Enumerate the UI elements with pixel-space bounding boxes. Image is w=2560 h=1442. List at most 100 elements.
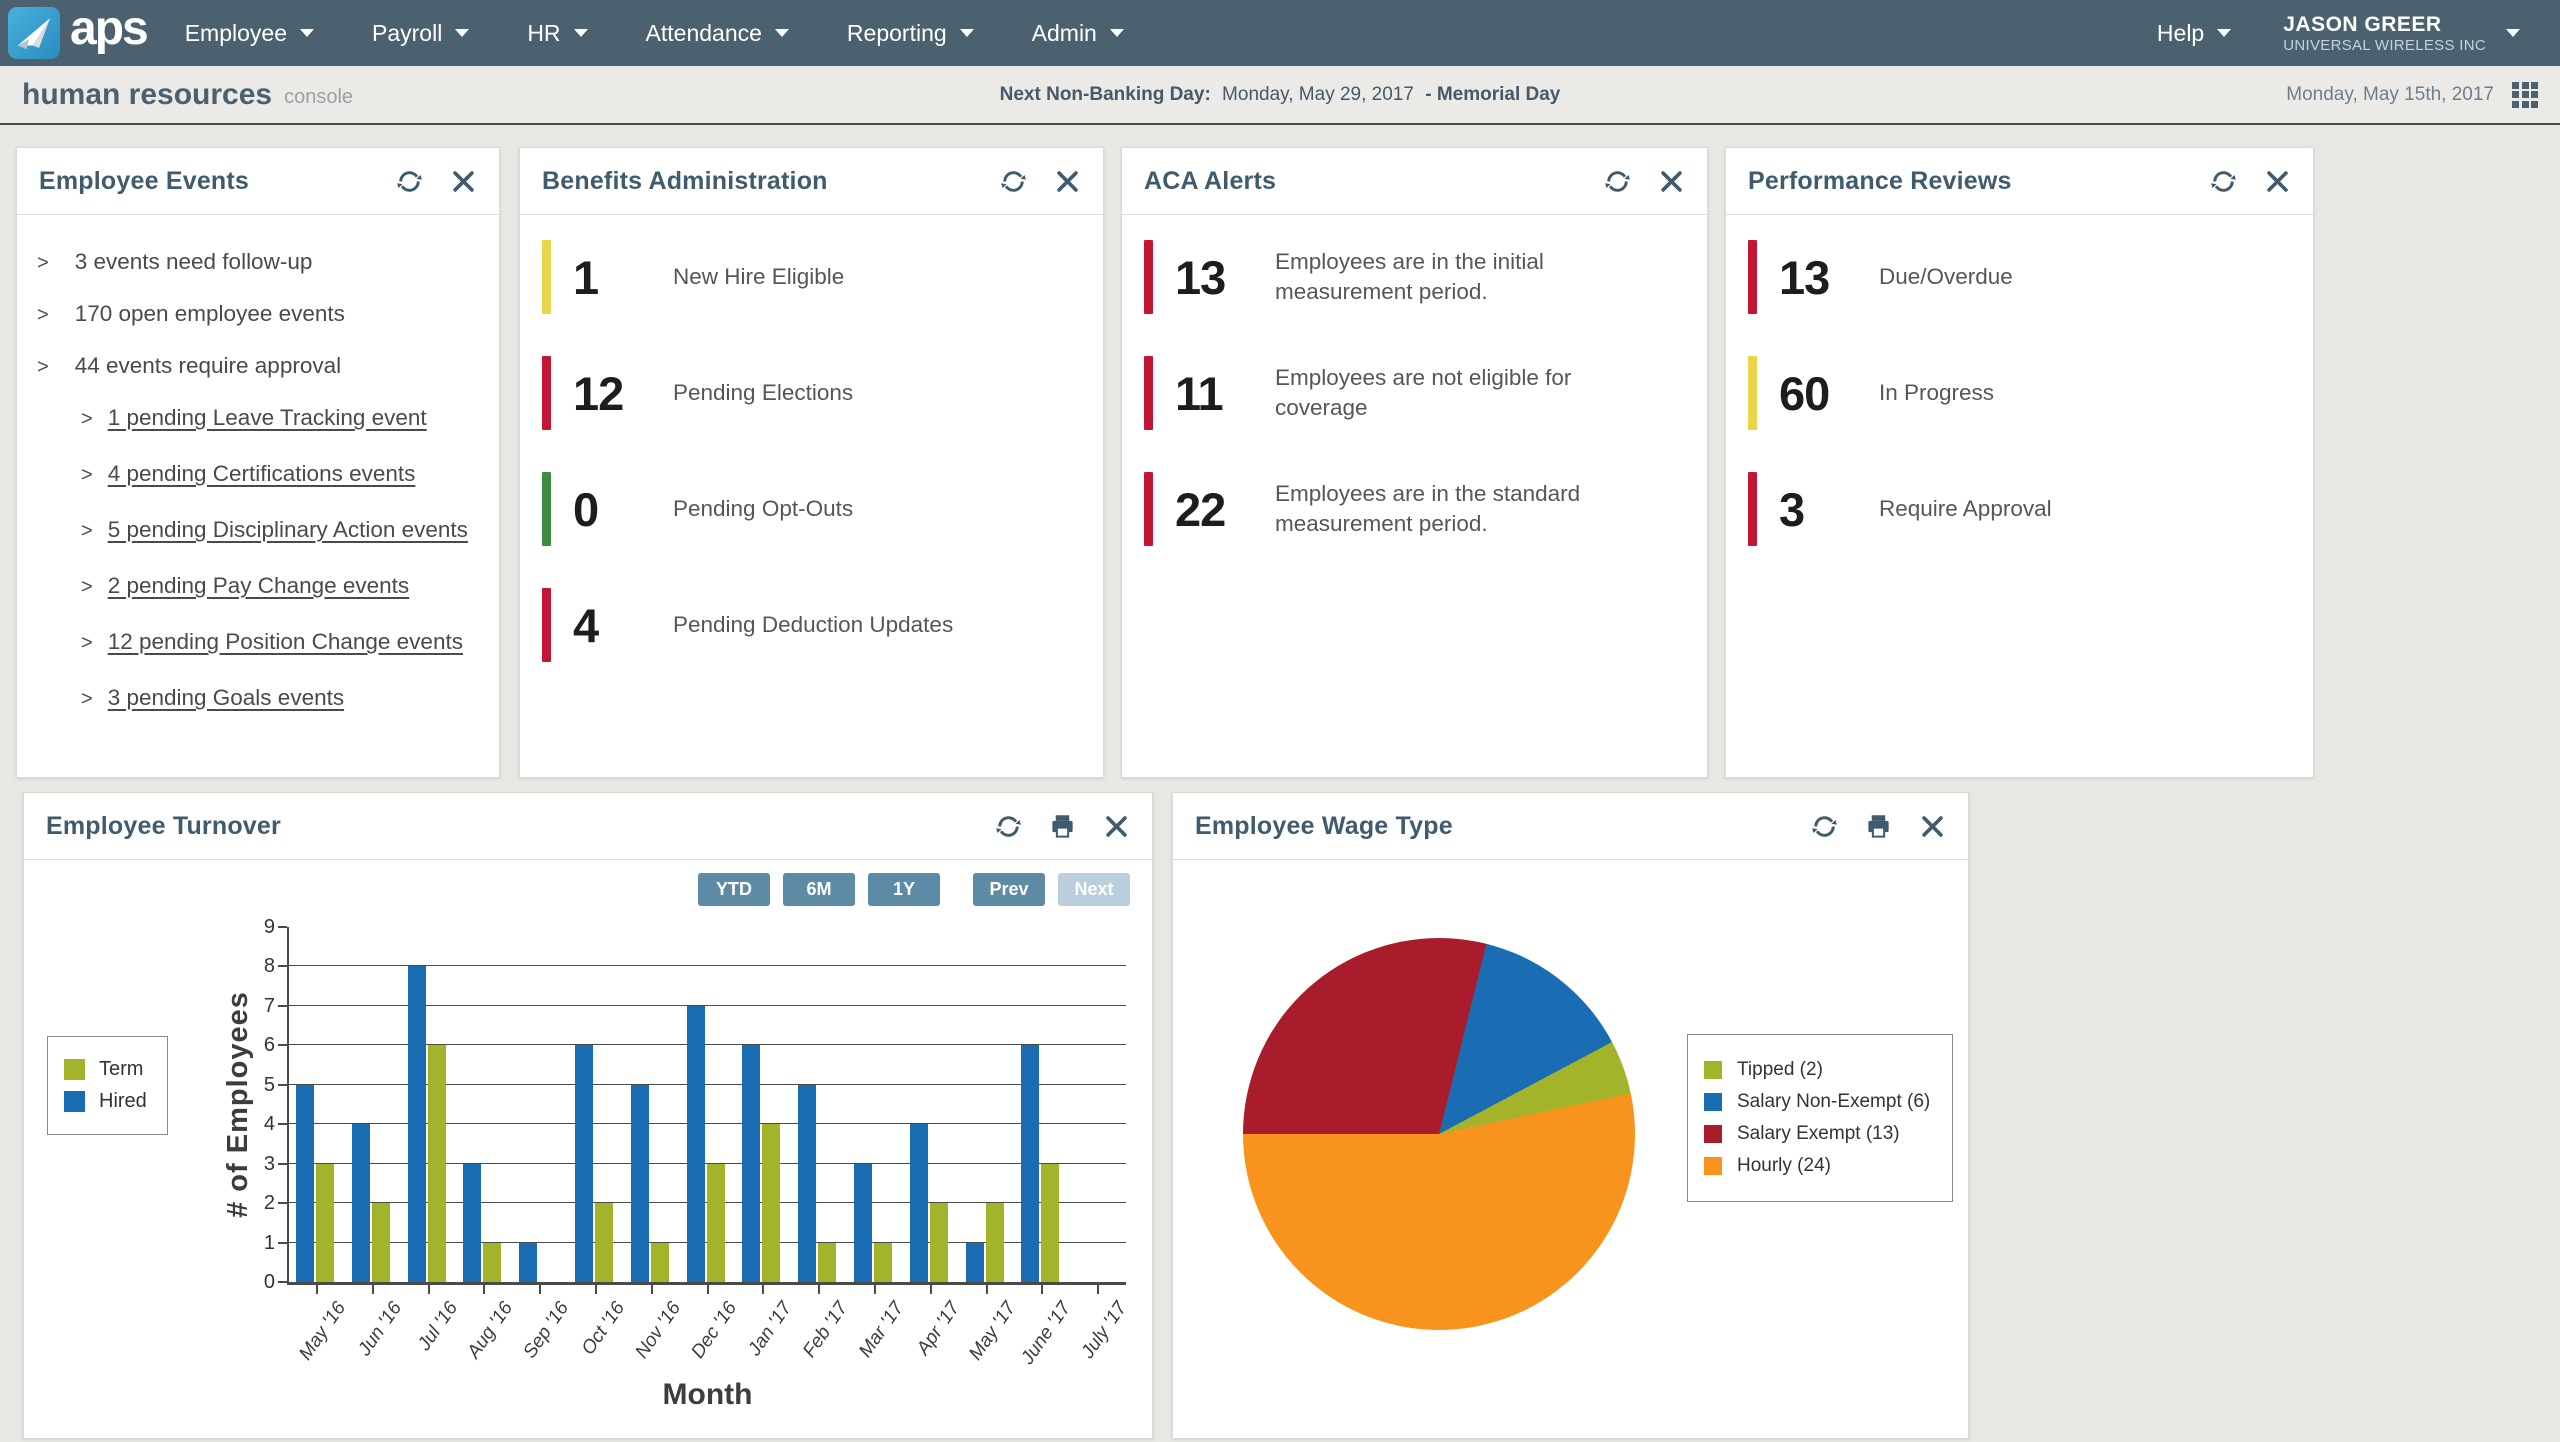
x-tick-mark bbox=[539, 1285, 542, 1294]
card-performance-reviews: Performance Reviews 13 Due/Overdue 60 In Pr… bbox=[1725, 147, 2314, 778]
event-item-link[interactable]: >1 pending Leave Tracking event bbox=[81, 405, 481, 431]
nav-item-attendance[interactable]: Attendance bbox=[646, 20, 789, 47]
print-icon[interactable] bbox=[1049, 813, 1076, 840]
y-tick-label: 2 bbox=[263, 1192, 275, 1215]
stat-row: 22 Employees are in the standard measurem… bbox=[1144, 471, 1681, 547]
close-icon[interactable] bbox=[1919, 813, 1946, 840]
range-button-1y[interactable]: 1Y bbox=[868, 873, 940, 906]
x-tick-label: Nov '16 bbox=[631, 1298, 685, 1363]
legend-item: Hired bbox=[64, 1090, 147, 1113]
close-icon[interactable] bbox=[1054, 168, 1081, 195]
card-title: Employee Turnover bbox=[46, 811, 281, 840]
nav-item-label: Admin bbox=[1031, 19, 1097, 46]
status-bar bbox=[1748, 472, 1757, 546]
close-icon[interactable] bbox=[2264, 168, 2291, 195]
aps-logo[interactable]: aps bbox=[8, 5, 149, 61]
x-tick-label: Jan '17 bbox=[744, 1298, 797, 1360]
bar-term bbox=[1041, 1163, 1060, 1282]
stat-value: 4 bbox=[573, 598, 599, 652]
x-tick-mark bbox=[929, 1285, 932, 1294]
help-label: Help bbox=[2156, 19, 2205, 46]
close-icon[interactable] bbox=[450, 168, 477, 195]
event-item[interactable]: >170 open employee events bbox=[37, 301, 481, 327]
bar-term bbox=[929, 1203, 948, 1282]
bar-hired bbox=[686, 1005, 705, 1282]
close-icon[interactable] bbox=[1658, 168, 1685, 195]
bar-hired bbox=[742, 1045, 761, 1282]
dashboard-grid-icon[interactable] bbox=[2512, 81, 2538, 108]
bar-hired bbox=[854, 1163, 872, 1282]
next-button[interactable]: Next bbox=[1058, 873, 1130, 906]
y-tick-label: 6 bbox=[263, 1034, 275, 1057]
legend-item: Hourly (24) bbox=[1704, 1155, 1930, 1177]
refresh-icon[interactable] bbox=[1811, 813, 1838, 840]
bar-term bbox=[650, 1242, 669, 1282]
event-item[interactable]: >44 events require approval bbox=[37, 353, 481, 379]
bar-term bbox=[762, 1124, 781, 1282]
x-tick-label: July '17 bbox=[1077, 1298, 1132, 1363]
close-icon[interactable] bbox=[1103, 813, 1130, 840]
card-title: ACA Alerts bbox=[1144, 166, 1277, 195]
bar-hired bbox=[463, 1163, 482, 1282]
nav-item-payroll[interactable]: Payroll bbox=[372, 20, 470, 47]
chevron-right-icon: > bbox=[81, 576, 93, 598]
banking-holiday: - Memorial Day bbox=[1425, 83, 1561, 105]
event-item-link[interactable]: >2 pending Pay Change events bbox=[81, 573, 481, 599]
event-item-label: 170 open employee events bbox=[74, 301, 345, 326]
print-icon[interactable] bbox=[1865, 813, 1892, 840]
stat-label: Require Approval bbox=[1879, 495, 2052, 521]
x-tick-label: Dec '16 bbox=[686, 1298, 741, 1363]
x-axis-title: Month bbox=[662, 1378, 753, 1411]
prev-button[interactable]: Prev bbox=[973, 873, 1045, 906]
nav-item-reporting[interactable]: Reporting bbox=[847, 20, 974, 47]
x-tick-mark bbox=[706, 1285, 709, 1294]
status-bar bbox=[1144, 356, 1153, 430]
stat-value: 0 bbox=[573, 482, 599, 536]
y-tick-mark bbox=[278, 1004, 287, 1007]
nav-item-admin[interactable]: Admin bbox=[1032, 20, 1124, 47]
refresh-icon[interactable] bbox=[396, 168, 423, 195]
range-button-ytd[interactable]: YTD bbox=[698, 873, 770, 906]
caret-down-icon bbox=[2217, 29, 2232, 37]
event-item-label: 3 events need follow-up bbox=[74, 249, 313, 274]
event-item-link[interactable]: >12 pending Position Change events bbox=[81, 629, 481, 655]
bar-term bbox=[706, 1163, 725, 1282]
event-item-link[interactable]: >3 pending Goals events bbox=[81, 685, 481, 711]
chevron-right-icon: > bbox=[81, 464, 93, 486]
stat-label: Pending Elections bbox=[673, 379, 854, 405]
legend-item: Tipped (2) bbox=[1704, 1059, 1930, 1081]
event-item[interactable]: >3 events need follow-up bbox=[37, 249, 481, 275]
legend-swatch bbox=[1704, 1125, 1722, 1143]
x-tick-label: Jun '16 bbox=[353, 1298, 406, 1360]
refresh-icon[interactable] bbox=[1604, 168, 1631, 195]
refresh-icon[interactable] bbox=[1000, 168, 1027, 195]
nav-item-label: Employee bbox=[184, 19, 287, 46]
refresh-icon[interactable] bbox=[995, 813, 1022, 840]
x-tick-label: May '17 bbox=[964, 1298, 1020, 1365]
non-banking-day-notice: Next Non-Banking Day: Monday, May 29, 20… bbox=[997, 84, 1564, 106]
chevron-right-icon: > bbox=[81, 632, 93, 654]
card-title: Benefits Administration bbox=[542, 166, 828, 195]
refresh-icon[interactable] bbox=[2210, 168, 2237, 195]
stat-value: 22 bbox=[1175, 482, 1226, 536]
y-tick-label: 1 bbox=[263, 1231, 275, 1254]
range-button-6m[interactable]: 6M bbox=[783, 873, 855, 906]
nav-item-hr[interactable]: HR bbox=[527, 20, 588, 47]
x-tick-label: May '16 bbox=[295, 1298, 351, 1365]
nav-item-employee[interactable]: Employee bbox=[185, 20, 314, 47]
event-item-link[interactable]: >4 pending Certifications events bbox=[81, 461, 481, 487]
caret-down-icon bbox=[573, 29, 588, 37]
card-title: Performance Reviews bbox=[1748, 166, 2012, 195]
legend-label: Salary Non-Exempt (6) bbox=[1737, 1091, 1931, 1112]
card-benefits-administration: Benefits Administration 1 New Hire Eligib… bbox=[519, 147, 1104, 778]
stat-value: 60 bbox=[1779, 366, 1830, 420]
legend-swatch bbox=[64, 1059, 85, 1080]
legend-item: Salary Exempt (13) bbox=[1704, 1123, 1930, 1145]
event-item-link[interactable]: >5 pending Disciplinary Action events bbox=[81, 517, 481, 543]
gridline bbox=[289, 1123, 1126, 1125]
help-menu[interactable]: Help bbox=[2156, 19, 2232, 47]
bar-hired bbox=[575, 1045, 593, 1282]
user-menu[interactable]: JASON GREER UNIVERSAL WIRELESS INC bbox=[2283, 12, 2520, 54]
gridline bbox=[289, 1044, 1126, 1046]
aca-stats: 13 Employees are in the initial measureme… bbox=[1122, 215, 1707, 547]
